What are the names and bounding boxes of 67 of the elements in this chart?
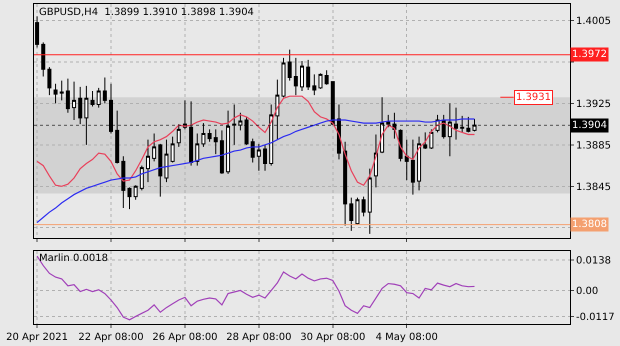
candlestick	[349, 197, 354, 232]
candlestick	[78, 86, 82, 125]
candlestick	[152, 132, 156, 162]
candlestick	[404, 139, 409, 181]
y-tick-label: 0.00	[576, 286, 598, 297]
candlestick	[66, 78, 70, 114]
candlestick	[158, 143, 162, 198]
candlestick	[417, 136, 422, 191]
candlestick	[355, 197, 360, 226]
y-tick-label: 0.0138	[576, 255, 611, 266]
ref-line-label: 1.3972	[572, 49, 607, 60]
candlestick	[282, 57, 286, 98]
x-tick-label: 22 Apr 08:00	[78, 332, 144, 343]
candlestick	[146, 139, 150, 183]
candlestick	[256, 143, 261, 172]
line-series	[36, 96, 476, 187]
candlestick	[220, 130, 224, 174]
annotation: 1.3931	[516, 92, 551, 103]
candlestick	[324, 70, 329, 86]
candlestick	[362, 196, 366, 217]
y-tick-label: 1.3925	[576, 98, 611, 110]
candlestick	[90, 90, 95, 108]
x-tick-label: 26 Apr 08:00	[152, 332, 218, 343]
candlestick	[214, 128, 218, 155]
candlestick	[72, 81, 76, 120]
candlestick	[423, 132, 428, 150]
candlestick	[300, 60, 304, 92]
line-series	[36, 118, 476, 224]
candlestick	[170, 136, 175, 163]
x-tick-label: 28 Apr 08:00	[226, 332, 292, 343]
y-tick-label: -0.0117	[576, 312, 615, 323]
candlestick	[195, 132, 200, 166]
candlestick	[54, 83, 58, 104]
candlestick	[208, 128, 212, 142]
x-tick-label: 30 Apr 08:00	[300, 332, 366, 343]
x-tick-label: 4 May 08:00	[376, 332, 438, 343]
candlestick	[410, 139, 415, 196]
candlestick	[121, 156, 126, 209]
candlestick	[127, 186, 132, 210]
candlestick	[96, 87, 101, 108]
candlestick	[318, 72, 322, 90]
ref-line-label: 1.3808	[572, 219, 607, 230]
y-tick-label: 1.3845	[576, 182, 611, 193]
candlestick	[429, 128, 434, 150]
candlestick	[134, 184, 138, 200]
line-series	[36, 255, 476, 320]
candlestick	[47, 66, 52, 96]
ref-line-label: 1.3904	[572, 120, 607, 131]
candlestick	[288, 49, 292, 82]
candlestick	[41, 42, 46, 77]
candlestick	[368, 168, 372, 234]
candlestick	[306, 59, 310, 90]
candlestick	[343, 141, 348, 226]
candlestick	[164, 139, 168, 183]
y-tick-label: 1.3885	[576, 140, 611, 152]
candlestick	[250, 138, 255, 163]
chart-title: GBPUSD,H4 1.3899 1.3910 1.3898 1.3904	[39, 7, 254, 18]
y-tick-label: 1.4005	[576, 16, 611, 28]
x-tick-label: 20 Apr 2021	[6, 332, 68, 343]
candlestick	[60, 80, 64, 101]
candlestick	[294, 57, 298, 96]
candlestick	[140, 165, 144, 191]
candlestick	[102, 77, 107, 104]
candlestick	[263, 144, 268, 172]
chart-title: Marlin 0.0018	[39, 253, 108, 264]
candlestick	[312, 74, 316, 96]
candlestick	[398, 128, 403, 162]
